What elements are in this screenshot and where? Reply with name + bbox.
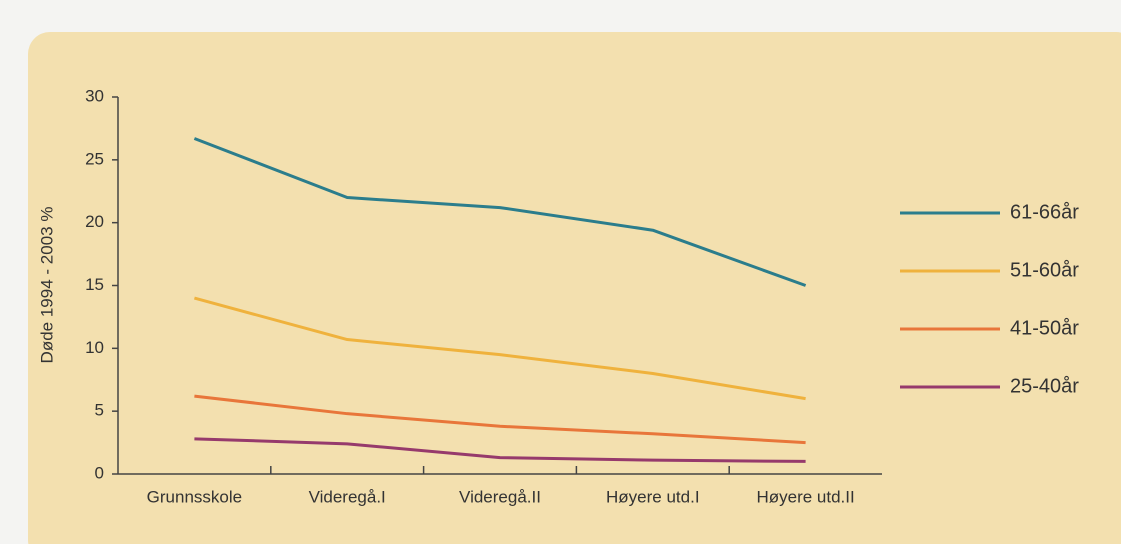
panel xyxy=(28,32,1121,544)
y-axis-label: Døde 1994 - 2003 % xyxy=(37,207,56,364)
y-tick-label: 30 xyxy=(85,86,104,105)
y-tick-label: 0 xyxy=(95,463,104,482)
x-tick-label: Grunnsskole xyxy=(147,487,242,506)
y-tick-label: 20 xyxy=(85,212,104,231)
x-tick-label: Høyere utd.II xyxy=(756,487,854,506)
x-tick-label: Videregå.I xyxy=(309,487,386,506)
y-tick-label: 10 xyxy=(85,338,104,357)
series-line xyxy=(193,137,807,287)
x-tick-label: Høyere utd.I xyxy=(606,487,700,506)
legend-label: 25-40år xyxy=(1010,375,1079,397)
series-line xyxy=(194,296,806,401)
legend: 61-66år 51-60år 41-50år 25-40år xyxy=(900,201,1079,397)
series-line xyxy=(194,437,806,463)
y-tick-label: 25 xyxy=(85,149,104,168)
y-tick-label: 15 xyxy=(85,275,104,294)
x-tick-label: Videregå.II xyxy=(459,487,541,506)
legend-label: 61-66år xyxy=(1010,201,1079,223)
legend-label: 51-60år xyxy=(1010,259,1079,281)
legend-label: 41-50år xyxy=(1010,317,1079,339)
series-line xyxy=(194,394,806,445)
y-tick-label: 5 xyxy=(95,401,104,420)
